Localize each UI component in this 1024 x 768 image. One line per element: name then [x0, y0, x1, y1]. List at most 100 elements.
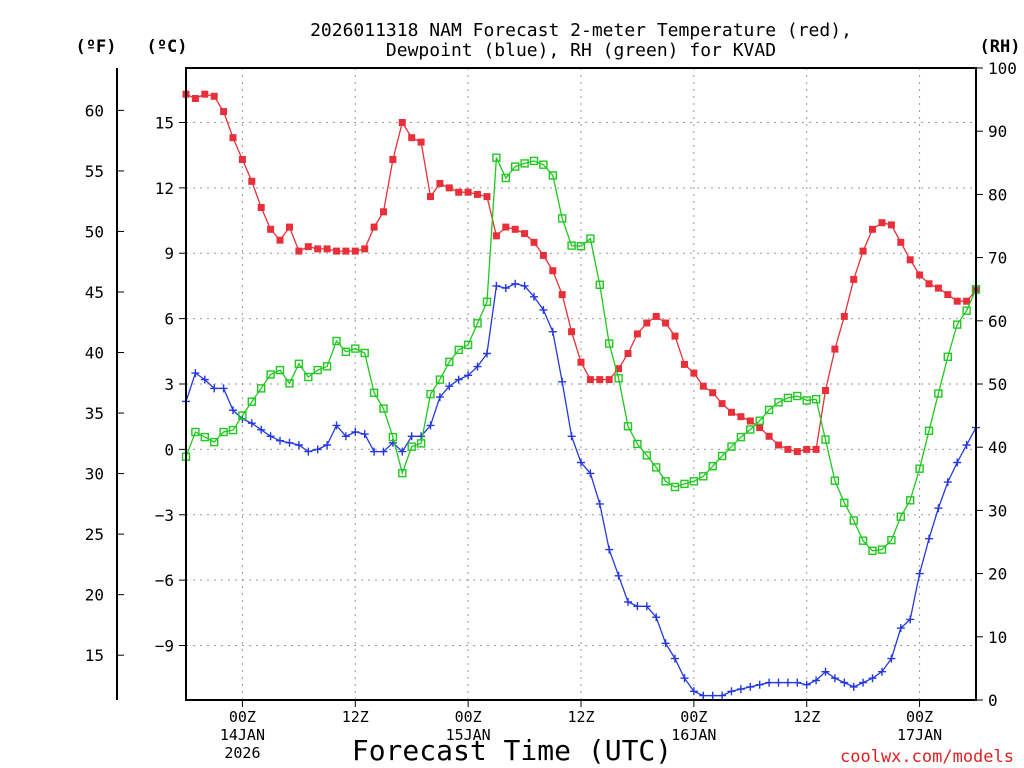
- temperature-point: [483, 193, 491, 201]
- temperature-point: [615, 365, 623, 373]
- dewpoint-point: [520, 281, 529, 290]
- celsius-tick-label: −3: [155, 506, 174, 525]
- rh-point: [379, 404, 388, 413]
- rh-point: [501, 173, 510, 183]
- dewpoint-point: [746, 682, 755, 691]
- rh-point: [266, 370, 275, 379]
- temperature-point: [784, 445, 792, 453]
- dewpoint-point: [812, 676, 821, 685]
- rh-point: [463, 340, 473, 349]
- rh-tick-label: 80: [988, 185, 1007, 204]
- temperature-point: [436, 180, 444, 187]
- dewpoint-point: [511, 279, 520, 288]
- rh-point: [586, 234, 595, 243]
- celsius-tick-label: 0: [164, 440, 174, 459]
- dewpoint-point: [906, 615, 915, 624]
- dewpoint-point: [285, 438, 294, 447]
- temperature-point: [323, 245, 331, 253]
- temperature-point: [709, 389, 717, 397]
- fahrenheit-tick-label: 55: [85, 162, 104, 181]
- temperature-point: [238, 156, 246, 163]
- temperature-point: [690, 369, 698, 377]
- rh-tick-label: 90: [988, 122, 1007, 141]
- fahrenheit-axis-label: (ºF): [76, 37, 117, 57]
- rh-point: [924, 426, 934, 435]
- time-tick-date: 14JAN: [220, 726, 265, 744]
- rh-point: [285, 379, 294, 388]
- time-tick-label: 12Z: [793, 708, 820, 726]
- dewpoint-point: [558, 377, 567, 386]
- dewpoint-point: [859, 678, 868, 687]
- dewpoint-point: [191, 369, 200, 378]
- rh-point: [783, 393, 793, 403]
- dewpoint-point: [699, 691, 708, 700]
- time-tick-date: 16JAN: [671, 726, 716, 744]
- dewpoint-point: [849, 682, 858, 691]
- rh-point: [915, 464, 924, 473]
- temperature-point: [850, 275, 858, 283]
- rh-tick-label: 40: [988, 438, 1007, 457]
- dewpoint-point: [370, 447, 379, 456]
- rh-point: [605, 339, 614, 348]
- dewpoint-point: [595, 499, 604, 508]
- dewpoint-point: [426, 421, 435, 430]
- gridlines: [186, 68, 976, 700]
- rh-point: [520, 159, 529, 168]
- temperature-point: [671, 332, 679, 340]
- temperature-point: [643, 319, 651, 327]
- rh-point: [247, 397, 257, 406]
- dewpoint-point: [755, 680, 764, 689]
- rh-point: [200, 432, 210, 442]
- rh-tick-label: 0: [988, 691, 998, 710]
- temperature-point: [257, 204, 265, 211]
- chart-title-line2: Dewpoint (blue), RH (green) for KVAD: [386, 40, 776, 61]
- celsius-tick-label: 15: [155, 113, 174, 132]
- rh-point: [445, 357, 454, 367]
- dewpoint-point: [539, 305, 548, 314]
- temperature-point: [859, 247, 867, 255]
- dewpoint-point: [661, 639, 670, 648]
- dewpoint-point: [360, 430, 369, 439]
- dewpoint-point: [417, 432, 426, 441]
- dewpoint-point: [605, 545, 614, 554]
- temperature-point: [831, 345, 839, 353]
- temperature-point: [427, 193, 434, 201]
- rh-point: [388, 432, 398, 442]
- temperature-point: [521, 230, 529, 238]
- dewpoint-point: [548, 327, 557, 336]
- rh-point: [529, 156, 539, 166]
- temperature-point: [295, 247, 303, 255]
- series-layer: [181, 90, 981, 700]
- celsius-tick-label: 9: [164, 244, 174, 263]
- rh-tick-label: 30: [988, 501, 1007, 520]
- dewpoint-point: [341, 432, 350, 441]
- time-tick-date: 17JAN: [897, 726, 942, 744]
- temperature-point: [728, 408, 735, 416]
- rh-point: [228, 425, 238, 435]
- rh-point: [849, 516, 858, 525]
- rh-point: [962, 306, 971, 315]
- dewpoint-point: [821, 667, 830, 676]
- rh-point: [652, 463, 661, 472]
- dewpoint-point: [736, 685, 745, 694]
- rh-point: [717, 451, 727, 461]
- rh-point: [934, 389, 943, 398]
- rh-point: [473, 319, 482, 328]
- rh-point: [633, 439, 642, 449]
- rh-point: [642, 451, 651, 460]
- temperature-point: [351, 247, 359, 255]
- dewpoint-point: [887, 654, 896, 663]
- temperature-point: [925, 280, 933, 288]
- dewpoint-point: [229, 406, 237, 415]
- dewpoint-point: [614, 571, 623, 580]
- temperature-point: [220, 108, 228, 116]
- fahrenheit-tick-label: 50: [85, 222, 104, 241]
- rh-point: [896, 512, 905, 521]
- rh-point: [746, 425, 755, 434]
- dewpoint-point: [577, 458, 585, 467]
- rh-point: [680, 479, 689, 489]
- rh-point: [398, 468, 407, 478]
- temperature-series: [182, 90, 980, 456]
- temperature-point: [699, 382, 707, 390]
- rh-point: [548, 171, 557, 180]
